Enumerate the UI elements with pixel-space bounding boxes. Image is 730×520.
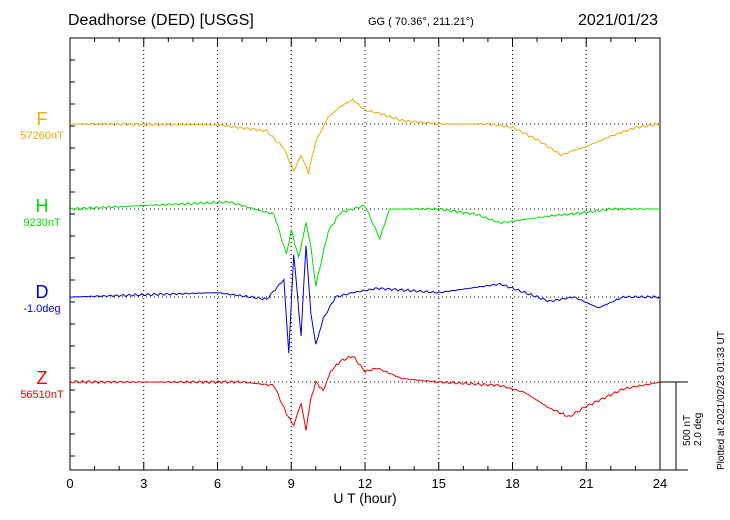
component-label-d: D -1.0deg — [12, 283, 72, 316]
trace-h — [69, 200, 660, 287]
component-letter: H — [35, 196, 49, 216]
component-baseline: 56510nT — [20, 389, 64, 401]
plotted-timestamp: Plotted at 2021/02/23 01:33 UT — [716, 331, 727, 470]
x-tick-label: 6 — [214, 476, 221, 491]
x-tick-label: 21 — [579, 476, 593, 491]
plot-date: 2021/01/23 — [578, 12, 659, 29]
component-letter: Z — [36, 368, 48, 388]
x-tick-label: 3 — [140, 476, 147, 491]
component-label-z: Z 56510nT — [12, 369, 72, 402]
x-tick-label: 15 — [432, 476, 446, 491]
component-label-h: H 9230nT — [12, 197, 72, 230]
x-axis-label: U T (hour) — [333, 490, 397, 506]
component-baseline: 9230nT — [23, 217, 61, 229]
x-tick-label: 9 — [288, 476, 295, 491]
component-letter: F — [36, 109, 48, 129]
geographic-coords: GG ( 70.36°, 211.21°) — [368, 16, 474, 28]
scale-deg-label: 2.0 deg — [693, 412, 704, 446]
trace-z — [69, 355, 661, 431]
x-tick-label: 0 — [66, 476, 73, 491]
station-title: Deadhorse (DED) [USGS] — [68, 12, 254, 29]
x-tick-label: 24 — [653, 476, 667, 491]
x-tick-label: 12 — [358, 476, 372, 491]
trace-d — [69, 245, 661, 354]
x-tick-label: 18 — [505, 476, 519, 491]
trace-f — [70, 98, 661, 175]
component-label-f: F 57260nT — [12, 110, 72, 143]
scale-nt-label: 500 nT — [682, 414, 693, 446]
component-baseline: -1.0deg — [23, 303, 61, 315]
component-baseline: 57260nT — [20, 130, 64, 142]
component-letter: D — [35, 282, 49, 302]
